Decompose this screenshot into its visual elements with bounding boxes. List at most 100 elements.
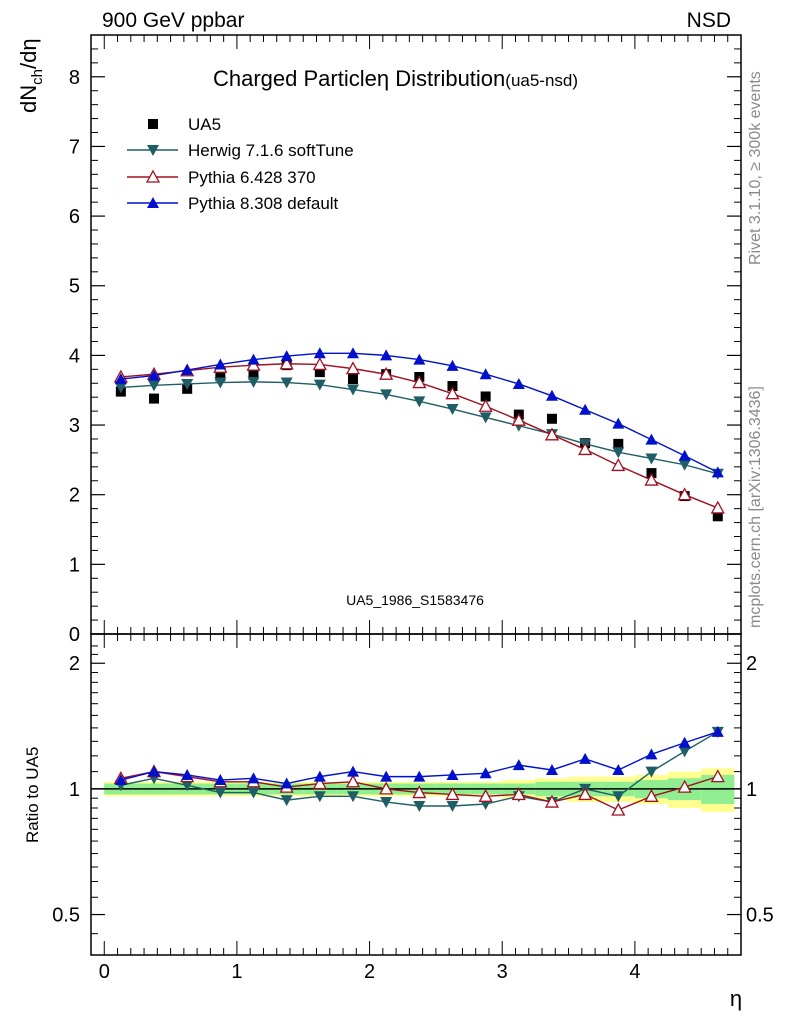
data-point xyxy=(612,447,625,459)
data-point xyxy=(413,353,426,365)
ratio-ylabel: Ratio to UA5 xyxy=(23,747,42,843)
data-point xyxy=(312,357,327,371)
ratio-ytick-label: 0.5 xyxy=(52,905,80,927)
legend-marker xyxy=(145,169,161,183)
data-point xyxy=(214,358,227,370)
ratio-ytick-label: 2 xyxy=(69,653,80,675)
main-ytick-label: 2 xyxy=(69,485,80,507)
data-point xyxy=(114,373,127,385)
data-point xyxy=(612,417,625,429)
data-point xyxy=(114,382,127,394)
main-ylabel: dNch/dη xyxy=(16,38,46,113)
ratio-data-point xyxy=(579,752,592,764)
legend-label: Pythia 6.428 370 xyxy=(188,168,316,187)
data-point xyxy=(578,442,593,456)
data-point xyxy=(280,350,293,362)
main-ytick-label: 4 xyxy=(69,345,80,367)
main-ytick-label: 7 xyxy=(69,136,80,158)
data-point xyxy=(346,347,359,359)
ratio-ytick-label-right: 2 xyxy=(746,653,757,675)
ratio-xtick-label: 0 xyxy=(99,961,110,983)
ratio-data-point xyxy=(678,746,691,758)
ratio-data-point xyxy=(677,779,692,793)
ratio-xtick-label: 2 xyxy=(364,961,375,983)
main-ytick-label: 8 xyxy=(69,67,80,89)
ratio-data-point xyxy=(413,770,426,782)
ratio-data-point xyxy=(446,800,459,812)
ratio-data-point xyxy=(280,777,293,789)
ratio-data-point xyxy=(645,766,658,778)
ratio-data-point xyxy=(380,770,393,782)
ratio-ytick-label-right: 1 xyxy=(746,779,757,801)
data-point xyxy=(446,404,459,416)
ratio-data-point xyxy=(611,802,626,816)
data-point xyxy=(546,413,557,424)
data-point xyxy=(447,381,458,392)
data-point xyxy=(279,356,294,370)
ratio-data-point xyxy=(114,774,127,786)
main-watermark: UA5_1986_S1583476 xyxy=(346,592,484,608)
ratio-ytick-label: 1 xyxy=(69,779,80,801)
data-point xyxy=(479,368,492,380)
data-point xyxy=(280,377,293,389)
ratio-data-point xyxy=(545,763,558,775)
ratio-xtick-label: 3 xyxy=(497,961,508,983)
legend-marker xyxy=(147,197,159,208)
data-point xyxy=(148,369,161,381)
data-point xyxy=(247,376,260,388)
data-point xyxy=(445,386,460,400)
data-point xyxy=(446,359,459,371)
data-point xyxy=(345,361,361,375)
data-point xyxy=(181,378,194,390)
main-ytick-label: 3 xyxy=(69,415,80,437)
data-point xyxy=(347,374,358,385)
ratio-xtick-label: 4 xyxy=(629,961,640,983)
side-label-source: mcplots.cern.ch [arXiv:1306.3436] xyxy=(747,386,764,628)
ratio-data-point xyxy=(181,780,194,792)
data-point xyxy=(148,380,161,392)
ratio-xlabel: η xyxy=(730,986,742,1011)
ratio-data-point xyxy=(312,776,327,790)
data-point xyxy=(314,367,325,378)
ratio-data-point xyxy=(446,768,459,780)
header-right: NSD xyxy=(687,9,731,32)
ratio-data-point xyxy=(313,770,326,782)
ratio-data-point xyxy=(578,787,593,801)
ratio-data-point xyxy=(379,781,394,795)
main-ytick-label: 1 xyxy=(69,554,80,576)
ratio-data-point xyxy=(280,795,293,807)
ratio-data-point xyxy=(612,791,625,803)
data-point xyxy=(677,487,692,501)
data-point xyxy=(611,458,626,472)
data-point xyxy=(511,412,526,426)
ratio-data-point xyxy=(247,787,260,799)
data-point xyxy=(215,371,226,382)
ratio-data-point xyxy=(711,725,724,737)
data-point xyxy=(247,353,260,365)
side-label-version: Rivet 3.1.10, ≥ 300k events xyxy=(747,71,764,265)
ratio-data-point xyxy=(345,774,361,788)
ratio-data-point xyxy=(478,788,493,802)
legend-label: UA5 xyxy=(188,115,221,134)
data-point xyxy=(246,357,261,371)
header-left: 900 GeV ppbar xyxy=(102,9,244,32)
ratio-frame xyxy=(90,633,742,956)
data-point xyxy=(644,472,659,486)
ratio-xtick-label: 1 xyxy=(231,961,242,983)
main-ytick-label: 6 xyxy=(69,206,80,228)
ratio-data-point xyxy=(413,800,426,812)
main-title: Charged Particleη Distribution(ua5-nsd) xyxy=(213,66,578,91)
main-ytick-label: 5 xyxy=(69,276,80,298)
data-point xyxy=(545,389,558,401)
ratio-data-point xyxy=(678,736,691,748)
main-panel: 0 1 2 3 4 5 6 7 8 dNch/dη Charged Particleη Distri… xyxy=(16,34,742,646)
data-point xyxy=(710,500,725,514)
main-ytick-label: 0 xyxy=(69,624,80,646)
ratio-data-point xyxy=(644,788,659,802)
ratio-data-point xyxy=(247,772,260,784)
legend-label: Pythia 8.308 default xyxy=(188,194,339,213)
ratio-panel: 0.5 0.5 1 1 2 2 0 1 2 3 4 η Ratio to UA5 xyxy=(23,633,774,1011)
data-point xyxy=(149,393,160,404)
ratio-data-point xyxy=(214,787,227,799)
